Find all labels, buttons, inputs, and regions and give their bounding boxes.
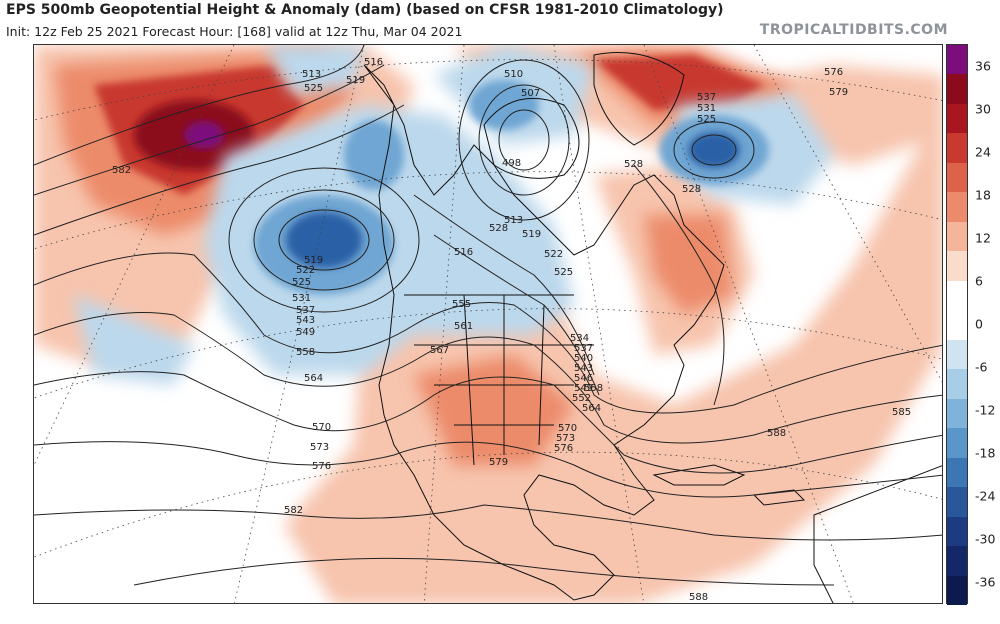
contour-label: 588 [767, 428, 786, 439]
colorbar-tick-label: 12 [975, 230, 991, 246]
colorbar-tick-label: -6 [975, 359, 988, 375]
coastlines [363, 52, 942, 603]
contour-label: 573 [310, 442, 329, 453]
contour-label: 519 [304, 255, 323, 266]
contour-label: 528 [682, 184, 701, 195]
colorbar-segment [947, 398, 967, 429]
contour-label: 525 [554, 267, 573, 278]
contour-label: 516 [454, 247, 473, 258]
colorbar-segment [947, 487, 967, 518]
contour-label: 525 [292, 277, 311, 288]
colorbar-tick-label: 30 [975, 101, 991, 117]
contour-label: 528 [489, 223, 508, 234]
contour-label: 582 [112, 165, 131, 176]
colorbar-segment [947, 428, 967, 459]
colorbar-tick-label: 6 [975, 273, 983, 289]
contour-label: 531 [697, 103, 716, 114]
colorbar-tick-label: -18 [975, 445, 996, 461]
map-subtitle: Init: 12z Feb 25 2021 Forecast Hour: [16… [6, 24, 463, 39]
contour-label: 543 [574, 363, 593, 374]
colorbar-tick-label: 18 [975, 187, 991, 203]
contour-labels: 5825135165195255105074985375315255285765… [112, 57, 911, 603]
colorbar-segment [947, 280, 967, 311]
map-canvas: 5825135165195255105074985375315255285765… [34, 45, 942, 603]
contour-label: 522 [296, 265, 315, 276]
colorbar-tick-label: -12 [975, 402, 996, 418]
map-panel: 582 513 516 519 525 510 507 498 537 531 525 528 576 5… [33, 44, 943, 604]
contour-label: 585 [892, 407, 911, 418]
height-contours [34, 45, 942, 586]
contour-label: 549 [296, 327, 315, 338]
contour-label: 549 [574, 383, 593, 394]
contour-label: 534 [570, 333, 589, 344]
contour-label: 507 [521, 88, 540, 99]
colorbar-segment [947, 457, 967, 488]
colorbar-segment [947, 74, 967, 105]
contour-label: 513 [302, 69, 321, 80]
colorbar-segment [947, 516, 967, 547]
colorbar-segment [947, 162, 967, 193]
contour-label: 558 [584, 383, 603, 394]
contour-label: 525 [304, 83, 323, 94]
contour-label: 558 [296, 347, 315, 358]
contour-label: 537 [574, 343, 593, 354]
contour-label: 519 [522, 229, 541, 240]
contour-label: 576 [824, 67, 843, 78]
contour-label: 552 [572, 393, 591, 404]
contour-label: 546 [574, 373, 593, 384]
contour-label: 522 [544, 249, 563, 260]
anomaly-shading [34, 45, 942, 603]
contour-label: 537 [697, 92, 716, 103]
contour-label: 555 [452, 299, 471, 310]
contour-label: 528 [624, 159, 643, 170]
colorbar-segment [947, 103, 967, 134]
contour-label: 564 [304, 373, 323, 384]
anomaly-colorbar [946, 44, 968, 606]
contour-label: 582 [284, 505, 303, 516]
colorbar-tick-label: -36 [975, 574, 996, 590]
colorbar-segment [947, 192, 967, 223]
colorbar-tick-label: -30 [975, 531, 996, 547]
colorbar-segment [947, 339, 967, 370]
map-title: EPS 500mb Geopotential Height & Anomaly … [6, 2, 724, 18]
contour-label: 570 [312, 422, 331, 433]
contour-label: 564 [582, 403, 601, 414]
contour-label: 510 [504, 69, 523, 80]
contour-label: 498 [502, 158, 521, 169]
contour-label: 543 [296, 315, 315, 326]
contour-label: 537 [296, 305, 315, 316]
contour-label: 540 [574, 353, 593, 364]
colorbar-segment [947, 221, 967, 252]
colorbar-segment [947, 133, 967, 164]
colorbar-segment [947, 546, 967, 577]
contour-label: 567 [430, 345, 449, 356]
contour-label: 531 [292, 293, 311, 304]
colorbar-tick-label: -24 [975, 488, 996, 504]
colorbar-tick-label: 0 [975, 316, 983, 332]
contour-label: 576 [312, 461, 331, 472]
contour-label: 519 [346, 75, 365, 86]
contour-label: 573 [556, 433, 575, 444]
contour-label: 579 [829, 87, 848, 98]
contour-label: 561 [454, 321, 473, 332]
contour-label: 579 [489, 457, 508, 468]
colorbar-segment [947, 251, 967, 282]
colorbar-segment [947, 575, 967, 606]
brand-label: TROPICALTIDBITS.COM [759, 22, 948, 38]
contour-label: 576 [554, 443, 573, 454]
contour-label: 570 [558, 423, 577, 434]
colorbar-tick-label: 36 [975, 58, 991, 74]
contour-label: 588 [689, 592, 708, 603]
contour-label: 516 [364, 57, 383, 68]
colorbar-segment [947, 45, 967, 75]
colorbar-segment [947, 369, 967, 400]
contour-label: 513 [504, 215, 523, 226]
contour-label: 525 [697, 114, 716, 125]
colorbar-tick-label: 24 [975, 144, 991, 160]
colorbar-segment [947, 310, 967, 341]
